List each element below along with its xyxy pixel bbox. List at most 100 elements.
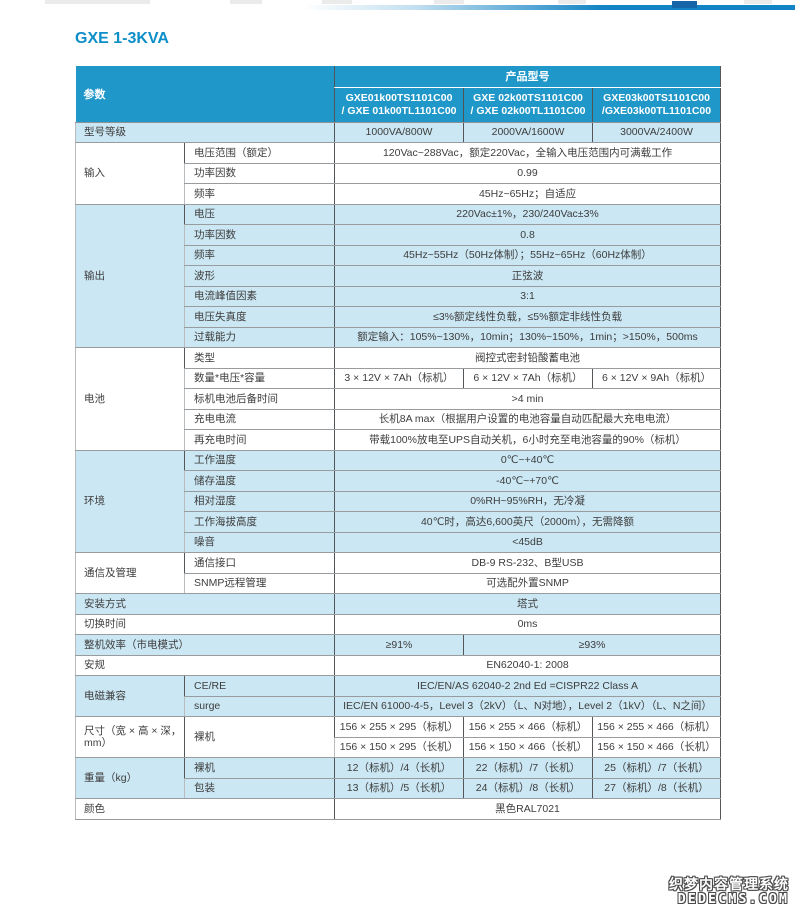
table-row: 数量*电压*容量 3 × 12V × 7Ah（标机） 6 × 12V × 7Ah（标… [76,368,721,389]
table-row: 相对湿度 0%RH~95%RH，无冷凝 [76,491,721,512]
cell-value: 6 × 12V × 9Ah（标机） [591,368,721,389]
top-artifact [45,0,150,4]
model-name-cell: GXE 02k00TS1101C00 / GXE 02k00TL1101C00 [463,87,593,123]
cell-value: 3:1 [333,286,721,307]
cell-value: 0℃~+40℃ [333,450,721,471]
row-sub-label: SNMP远程管理 [184,573,335,594]
row-group-label: 安装方式 [75,593,335,615]
cell-value: 0ms [333,614,721,635]
page-title: GXE 1-3KVA [75,30,169,47]
row-sub-label: 过载能力 [184,327,335,348]
row-group-label: 通信及管理 [75,552,185,594]
cell-value: 45Hz~55Hz（50Hz体制）；55Hz~65Hz（60Hz体制） [333,245,721,266]
table-row: 型号等级 1000VA/800W 2000VA/1600W 3000VA/2400W [75,122,721,143]
cell-value: 156 × 255 × 295（标机） [334,716,464,738]
watermark-line-cn: 织梦内容管理系统 [669,876,789,892]
cell-value: 156 × 255 × 466（标机） [463,716,593,738]
table-row: 整机效率（市电模式） ≥91% ≥93% [75,634,721,656]
spec-table-body: 型号等级 1000VA/800W 2000VA/1600W 3000VA/2400W 输… [75,122,721,820]
row-sub-label: 类型 [184,347,335,369]
cell-value: 1000VA/800W [334,122,464,143]
row-sub-label: 包装 [184,778,335,799]
table-row: 电池 类型 阀控式密封铅酸蓄电池 [75,347,721,451]
cell-value: 13（标机）/5（长机） [334,778,464,799]
cell-value: 可选配外置SNMP [333,573,721,594]
row-sub-label: 电压范围（额定） [184,142,335,164]
row-sub-label: 再充电时间 [184,429,335,451]
cell-value: 12（标机）/4（长机） [334,757,464,779]
cell-value: <45dB [333,532,721,553]
row-sub-label: surge [184,696,335,717]
cell-value: 0.8 [333,224,721,246]
table-row: 波形 正弦波 [76,265,721,287]
cell-value: 长机8A max（根据用户设置的电池容量自动匹配最大充电电流） [333,409,721,430]
model-name-cell: GXE01k00TS1101C00 / GXE 01k00TL1101C00 [334,87,464,123]
cell-value: IEC/EN 61000-4-5，Level 3（2kV）（L、N对地），Lev… [333,696,721,717]
cell-value: 阀控式密封铅酸蓄电池 [333,347,721,369]
row-sub-label: 噪音 [184,532,335,553]
cell-value: 6 × 12V × 7Ah（标机） [463,368,593,389]
row-group-label: 颜色 [75,798,335,820]
cell-value: -40℃~+70℃ [333,470,721,492]
row-sub-label: 工作海拔高度 [184,511,335,533]
top-artifact [230,0,262,4]
product-model-header-cell: 产品型号 [333,66,721,88]
cell-value: 0%RH~95%RH，无冷凝 [333,491,721,512]
table-row: 充电电流 长机8A max（根据用户设置的电池容量自动匹配最大充电电流） [76,409,721,430]
row-sub-label: 标机电池后备时间 [184,388,335,410]
table-row: 切换时间 0ms [75,614,721,635]
table-row: 频率 45Hz~55Hz（50Hz体制）；55Hz~65Hz（60Hz体制） [76,245,721,266]
cell-value: 156 × 150 × 466（长机） [463,737,593,758]
row-sub-label: 充电电流 [184,409,335,430]
table-row: 输出 电压 220Vac±1%，230/240Vac±3% [75,204,721,348]
cell-value: IEC/EN/AS 62040-2 2nd Ed =CISPR22 Class … [333,675,721,697]
row-group-label: 切换时间 [75,614,335,635]
watermark: 织梦内容管理系统 DEDECMS.COM [669,877,789,907]
row-sub-label: 电流峰值因素 [184,286,335,307]
topbar-chip [672,1,697,8]
row-sub-label: 功率因数 [184,224,335,246]
cell-value: DB-9 RS-232、B型USB [333,552,721,574]
cell-value: 正弦波 [333,265,721,287]
cell-value: 40℃时，高达6,600英尺（2000m），无需降额 [333,511,721,533]
cell-value: 45Hz~65Hz；自适应 [333,183,721,205]
cell-value: EN62040-1: 2008 [333,655,721,676]
row-sub-label: 储存温度 [184,470,335,492]
table-row: 电压失真度 ≤3%额定线性负载，≤5%额定非线性负载 [76,306,721,328]
cell-value: 24（标机）/8（长机） [463,778,593,799]
table-row: 安装方式 塔式 [75,593,721,615]
top-artifact [434,0,464,4]
table-model-row: GXE01k00TS1101C00 / GXE 01k00TL1101C00 G… [76,87,721,123]
param-header-cell: 参数 [75,66,335,123]
cell-value: 0.99 [333,163,721,184]
cell-value: 2000VA/1600W [463,122,593,143]
row-group-label: 环境 [75,450,185,553]
top-artifact [558,0,586,4]
cell-value: 黑色RAL7021 [333,798,721,820]
cell-value: >4 min [333,388,721,410]
table-row: surge IEC/EN 61000-4-5，Level 3（2kV）（L、N对地… [76,696,721,717]
cell-value: ≥93% [462,634,721,656]
model-name-cell: GXE03k00TS1101C00 /GXE03k00TL1101C00 [591,87,721,123]
cell-value: 22（标机）/7（长机） [463,757,593,779]
row-group-label: 电磁兼容 [75,675,185,717]
row-sub-label: 波形 [184,265,335,287]
table-row: 输入 电压范围（额定） 120Vac~288Vac，额定220Vac，全输入电压范围… [75,142,721,205]
table-row: 储存温度 -40℃~+70℃ [76,470,721,492]
row-sub-label: 频率 [184,245,335,266]
table-row: 颜色 黑色RAL7021 [75,798,721,820]
table-row: 156 × 150 × 295（长机） 156 × 150 × 466（长机） 15… [76,737,721,758]
cell-value: 120Vac~288Vac，额定220Vac，全输入电压范围内可满载工作 [333,142,721,164]
table-row: 通信及管理 通信接口 DB-9 RS-232、B型USB [75,552,721,594]
row-sub-label: 功率因数 [184,163,335,184]
cell-value: 额定输入：105%~130%，10min；130%~150%，1min；>150… [333,327,721,348]
cell-value: 3000VA/2400W [591,122,721,143]
top-artifact [322,0,352,4]
table-row: 电流峰值因素 3:1 [76,286,721,307]
table-row: 标机电池后备时间 >4 min [76,388,721,410]
cell-value: ≥91% [334,634,464,656]
row-group-label: 尺寸（宽 × 高 × 深，mm） [75,716,185,758]
row-sub-label: CE/RE [184,675,335,697]
table-row: 工作海拔高度 40℃时，高达6,600英尺（2000m），无需降额 [76,511,721,533]
row-group-label: 型号等级 [75,122,335,143]
